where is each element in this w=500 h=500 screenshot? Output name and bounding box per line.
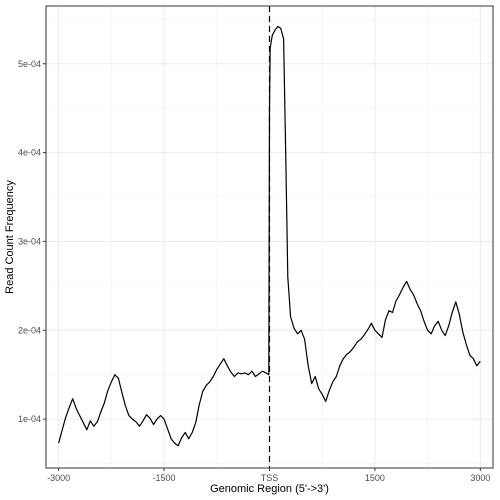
y-tick-label: 5e-04 — [18, 59, 41, 69]
y-tick-label: 1e-04 — [18, 414, 41, 424]
y-tick-label: 3e-04 — [18, 236, 41, 246]
y-axis: 1e-04 2e-04 3e-04 4e-04 5e-04 — [18, 59, 46, 424]
x-tick-label: -3000 — [47, 473, 70, 483]
x-tick-label: 1500 — [365, 473, 385, 483]
x-tick-label: TSS — [261, 473, 279, 483]
y-axis-title: Read Count Frequency — [4, 180, 16, 294]
y-tick-label: 4e-04 — [18, 148, 41, 158]
y-tick-label: 2e-04 — [18, 325, 41, 335]
series-line — [58, 25, 481, 447]
x-axis: -3000 -1500 TSS 1500 3000 — [47, 468, 490, 483]
x-axis-title: Genomic Region (5'->3') — [210, 483, 329, 495]
x-tick-label: 3000 — [470, 473, 490, 483]
series — [58, 25, 481, 447]
x-tick-label: -1500 — [153, 473, 176, 483]
